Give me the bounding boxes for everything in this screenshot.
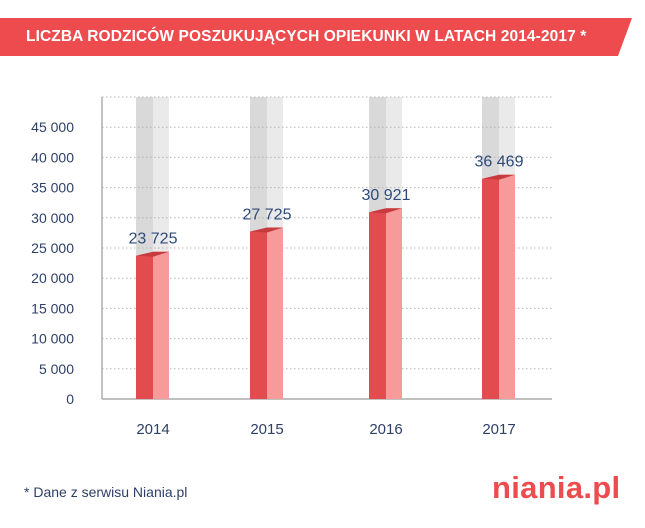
bar-front-2014 — [136, 255, 153, 399]
footnote: * Dane z serwisu Niania.pl — [24, 484, 188, 500]
bar-front-2016 — [369, 212, 386, 399]
x-tick-label-2015: 2015 — [250, 421, 283, 438]
bar-side-2017 — [499, 174, 515, 399]
bar-top-2015 — [250, 227, 283, 233]
y-tick-label: 45 000 — [31, 119, 74, 135]
bar-top-2017 — [482, 174, 515, 180]
data-label-2017: 36 469 — [475, 154, 524, 171]
bar-front-2015 — [250, 231, 267, 399]
bar-side-2016 — [386, 208, 402, 399]
data-label-2016: 30 921 — [362, 187, 411, 204]
y-tick-label: 35 000 — [31, 180, 74, 196]
bar-side-2014 — [153, 251, 169, 399]
y-tick-label: 20 000 — [31, 270, 74, 286]
title-banner: LICZBA RODZICÓW POSZUKUJĄCYCH OPIEKUNKI … — [0, 18, 632, 56]
y-tick-label: 10 000 — [31, 331, 74, 347]
data-label-2015: 27 725 — [243, 207, 292, 224]
x-tick-label-2014: 2014 — [136, 421, 169, 438]
x-tick-label-2016: 2016 — [369, 421, 402, 438]
y-tick-label: 30 000 — [31, 210, 74, 226]
y-tick-label: 5 000 — [39, 361, 74, 377]
data-label-2014: 23 725 — [129, 231, 178, 248]
y-tick-label: 25 000 — [31, 240, 74, 256]
title-banner-shape — [0, 18, 632, 56]
niania-logo: niania.pl — [492, 470, 621, 505]
bar-side-2015 — [267, 227, 283, 399]
bar-front-2017 — [482, 178, 499, 399]
bar-top-2014 — [136, 251, 169, 257]
chart-title: LICZBA RODZICÓW POSZUKUJĄCYCH OPIEKUNKI … — [26, 28, 587, 45]
bar-top-2016 — [369, 208, 402, 214]
y-tick-label: 40 000 — [31, 149, 74, 165]
y-tick-label: 15 000 — [31, 300, 74, 316]
y-tick-label: 0 — [66, 391, 74, 407]
x-tick-label-2017: 2017 — [482, 421, 515, 438]
